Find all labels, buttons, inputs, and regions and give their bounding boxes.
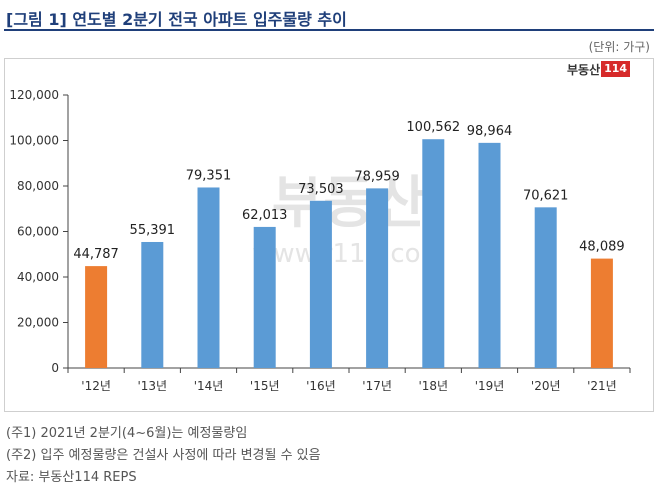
source-note: 자료: 부동산114 REPS [6, 470, 137, 485]
footnote-1: (주1) 2021년 2분기(4~6월)는 예정물량임 [6, 426, 248, 441]
footnote-2: (주2) 입주 예정물량은 건설사 사정에 따라 변경될 수 있음 [6, 448, 321, 463]
data-label: 73,503 [298, 182, 344, 197]
x-tick-label: '15년 [250, 379, 280, 393]
bar [534, 207, 557, 368]
logo-text: 부동산 [567, 62, 601, 77]
bar [590, 258, 613, 368]
logo-badge: 114 [601, 61, 631, 77]
data-label: 70,621 [523, 188, 569, 203]
x-tick-label: '13년 [137, 379, 167, 393]
bar [197, 187, 220, 368]
x-tick-label: '12년 [81, 379, 111, 393]
x-tick-label: '18년 [418, 379, 448, 393]
unit-label: (단위: 가구) [588, 40, 650, 54]
y-tick-label: 100,000 [9, 134, 59, 148]
x-tick-label: '19년 [475, 379, 505, 393]
watermark-url: www.r114.com [252, 239, 446, 269]
data-label: 78,959 [354, 169, 400, 184]
x-tick-label: '21년 [587, 379, 617, 393]
data-label: 62,013 [242, 208, 288, 223]
title-underline [4, 29, 654, 31]
chart-title: [그림 1] 연도별 2분기 전국 아파트 입주물량 추이 [6, 10, 347, 29]
x-tick-label: '17년 [362, 379, 392, 393]
x-tick-label: '14년 [194, 379, 224, 393]
y-tick-label: 120,000 [9, 88, 59, 102]
bar [85, 266, 108, 368]
brand-logo: 부동산 114 [567, 60, 631, 78]
y-tick-label: 0 [51, 361, 59, 375]
data-label: 98,964 [467, 124, 513, 139]
bar [478, 142, 501, 368]
y-tick-label: 60,000 [17, 225, 59, 239]
y-tick-label: 20,000 [17, 316, 59, 330]
bar [422, 139, 445, 368]
x-tick-label: '20년 [531, 379, 561, 393]
watermark-logo: 부동산 [272, 171, 427, 236]
bar [253, 226, 276, 368]
data-label: 79,351 [186, 168, 232, 183]
bar [366, 188, 389, 368]
data-label: 100,562 [406, 120, 460, 135]
y-tick-label: 80,000 [17, 179, 59, 193]
y-tick-label: 40,000 [17, 270, 59, 284]
bar [309, 200, 332, 368]
data-label: 55,391 [130, 223, 176, 238]
footnotes: (주1) 2021년 2분기(4~6월)는 예정물량임 (주2) 입주 예정물량… [6, 423, 321, 489]
chart-frame [4, 58, 654, 412]
x-tick-label: '16년 [306, 379, 336, 393]
data-label: 48,089 [579, 240, 625, 255]
bar [141, 241, 164, 368]
data-label: 44,787 [73, 247, 119, 262]
